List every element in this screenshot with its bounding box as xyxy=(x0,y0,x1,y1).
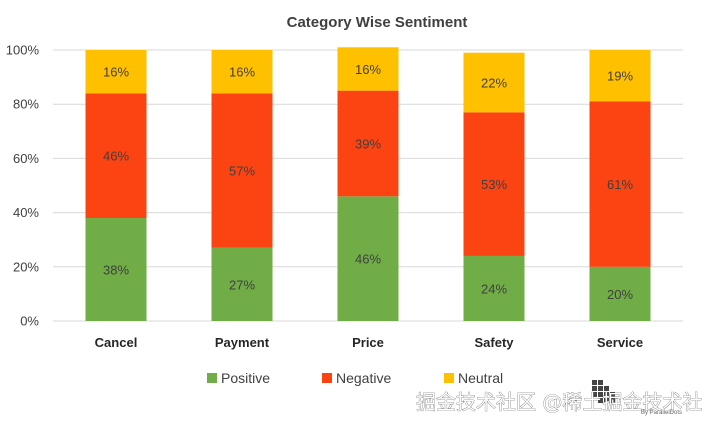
data-label: 22% xyxy=(481,76,507,91)
watermark-logo-block xyxy=(610,392,615,397)
watermark-logo-block xyxy=(598,380,603,385)
watermark-logo-block xyxy=(604,386,609,391)
legend-label: Negative xyxy=(336,370,391,386)
watermark-text: 掘金技术社区 @稀土掘金技术社区 xyxy=(416,390,704,414)
watermark-logo-block xyxy=(592,392,597,397)
data-label: 39% xyxy=(355,136,381,151)
bar-segment-neutral xyxy=(337,47,399,91)
x-tick-label: Cancel xyxy=(95,335,138,350)
data-label: 27% xyxy=(229,277,255,292)
watermark-small-text: By ParallelDots xyxy=(641,410,682,416)
data-label: 16% xyxy=(355,62,381,77)
x-tick-label: Price xyxy=(352,335,384,350)
watermark-logo-block xyxy=(598,392,603,397)
bar-segment-positive xyxy=(337,196,399,321)
bar-segment-negative xyxy=(589,101,651,267)
y-tick-label: 80% xyxy=(13,97,39,112)
watermark-logo-block xyxy=(610,398,615,403)
bar-segment-neutral xyxy=(211,50,273,94)
watermark-logo-block xyxy=(604,398,609,403)
bar-segment-neutral xyxy=(463,52,525,113)
watermark-logo-block xyxy=(598,386,603,391)
legend-label: Neutral xyxy=(458,370,503,386)
bar-segment-negative xyxy=(337,90,399,197)
y-axis: 0% 20% 40% 60% 80% 100% xyxy=(6,43,40,329)
watermark-logo-icon xyxy=(592,380,615,403)
data-label: 20% xyxy=(607,287,633,302)
y-tick-label: 0% xyxy=(20,314,39,329)
watermark-logo-block xyxy=(592,380,597,385)
data-label: 57% xyxy=(229,164,255,179)
legend-swatch xyxy=(444,373,454,383)
legend-label: Positive xyxy=(221,370,270,386)
data-label: 16% xyxy=(103,65,129,80)
y-tick-label: 20% xyxy=(13,259,39,274)
bar-segment-positive xyxy=(463,255,525,321)
watermark-logo-block xyxy=(598,398,603,403)
x-tick-label: Payment xyxy=(215,335,270,350)
bar-segment-negative xyxy=(211,93,273,248)
legend: Positive Negative Neutral xyxy=(207,370,503,386)
x-axis: Cancel Payment Price Safety Service xyxy=(95,335,643,350)
data-label: 53% xyxy=(481,177,507,192)
y-tick-label: 60% xyxy=(13,151,39,166)
bar-segment-negative xyxy=(85,93,147,219)
watermark: 掘金技术社区 @稀土掘金技术社区 By ParallelDots xyxy=(416,380,704,416)
y-tick-label: 40% xyxy=(13,205,39,220)
data-label: 19% xyxy=(607,69,633,84)
x-tick-label: Safety xyxy=(474,335,514,350)
chart-title: Category Wise Sentiment xyxy=(287,14,468,31)
bar-segment-positive xyxy=(85,218,147,321)
bar-segment-neutral xyxy=(85,50,147,94)
y-tick-label: 100% xyxy=(6,43,40,58)
bars: 38% 46% 16% 27% 57% 16% 46% 39% 16% 24% 53% 22% 20% 6… xyxy=(85,47,651,321)
x-tick-label: Service xyxy=(597,335,643,350)
data-label: 61% xyxy=(607,177,633,192)
data-label: 46% xyxy=(355,252,381,267)
data-label: 24% xyxy=(481,281,507,296)
bar-segment-negative xyxy=(463,112,525,256)
watermark-logo-block xyxy=(604,392,609,397)
bar-segment-positive xyxy=(589,266,651,321)
data-label: 46% xyxy=(103,149,129,164)
legend-swatch xyxy=(207,373,217,383)
bar-segment-neutral xyxy=(589,50,651,102)
bar-segment-positive xyxy=(211,247,273,321)
data-label: 16% xyxy=(229,65,255,80)
legend-swatch xyxy=(322,373,332,383)
watermark-logo-block xyxy=(592,386,597,391)
data-label: 38% xyxy=(103,263,129,278)
